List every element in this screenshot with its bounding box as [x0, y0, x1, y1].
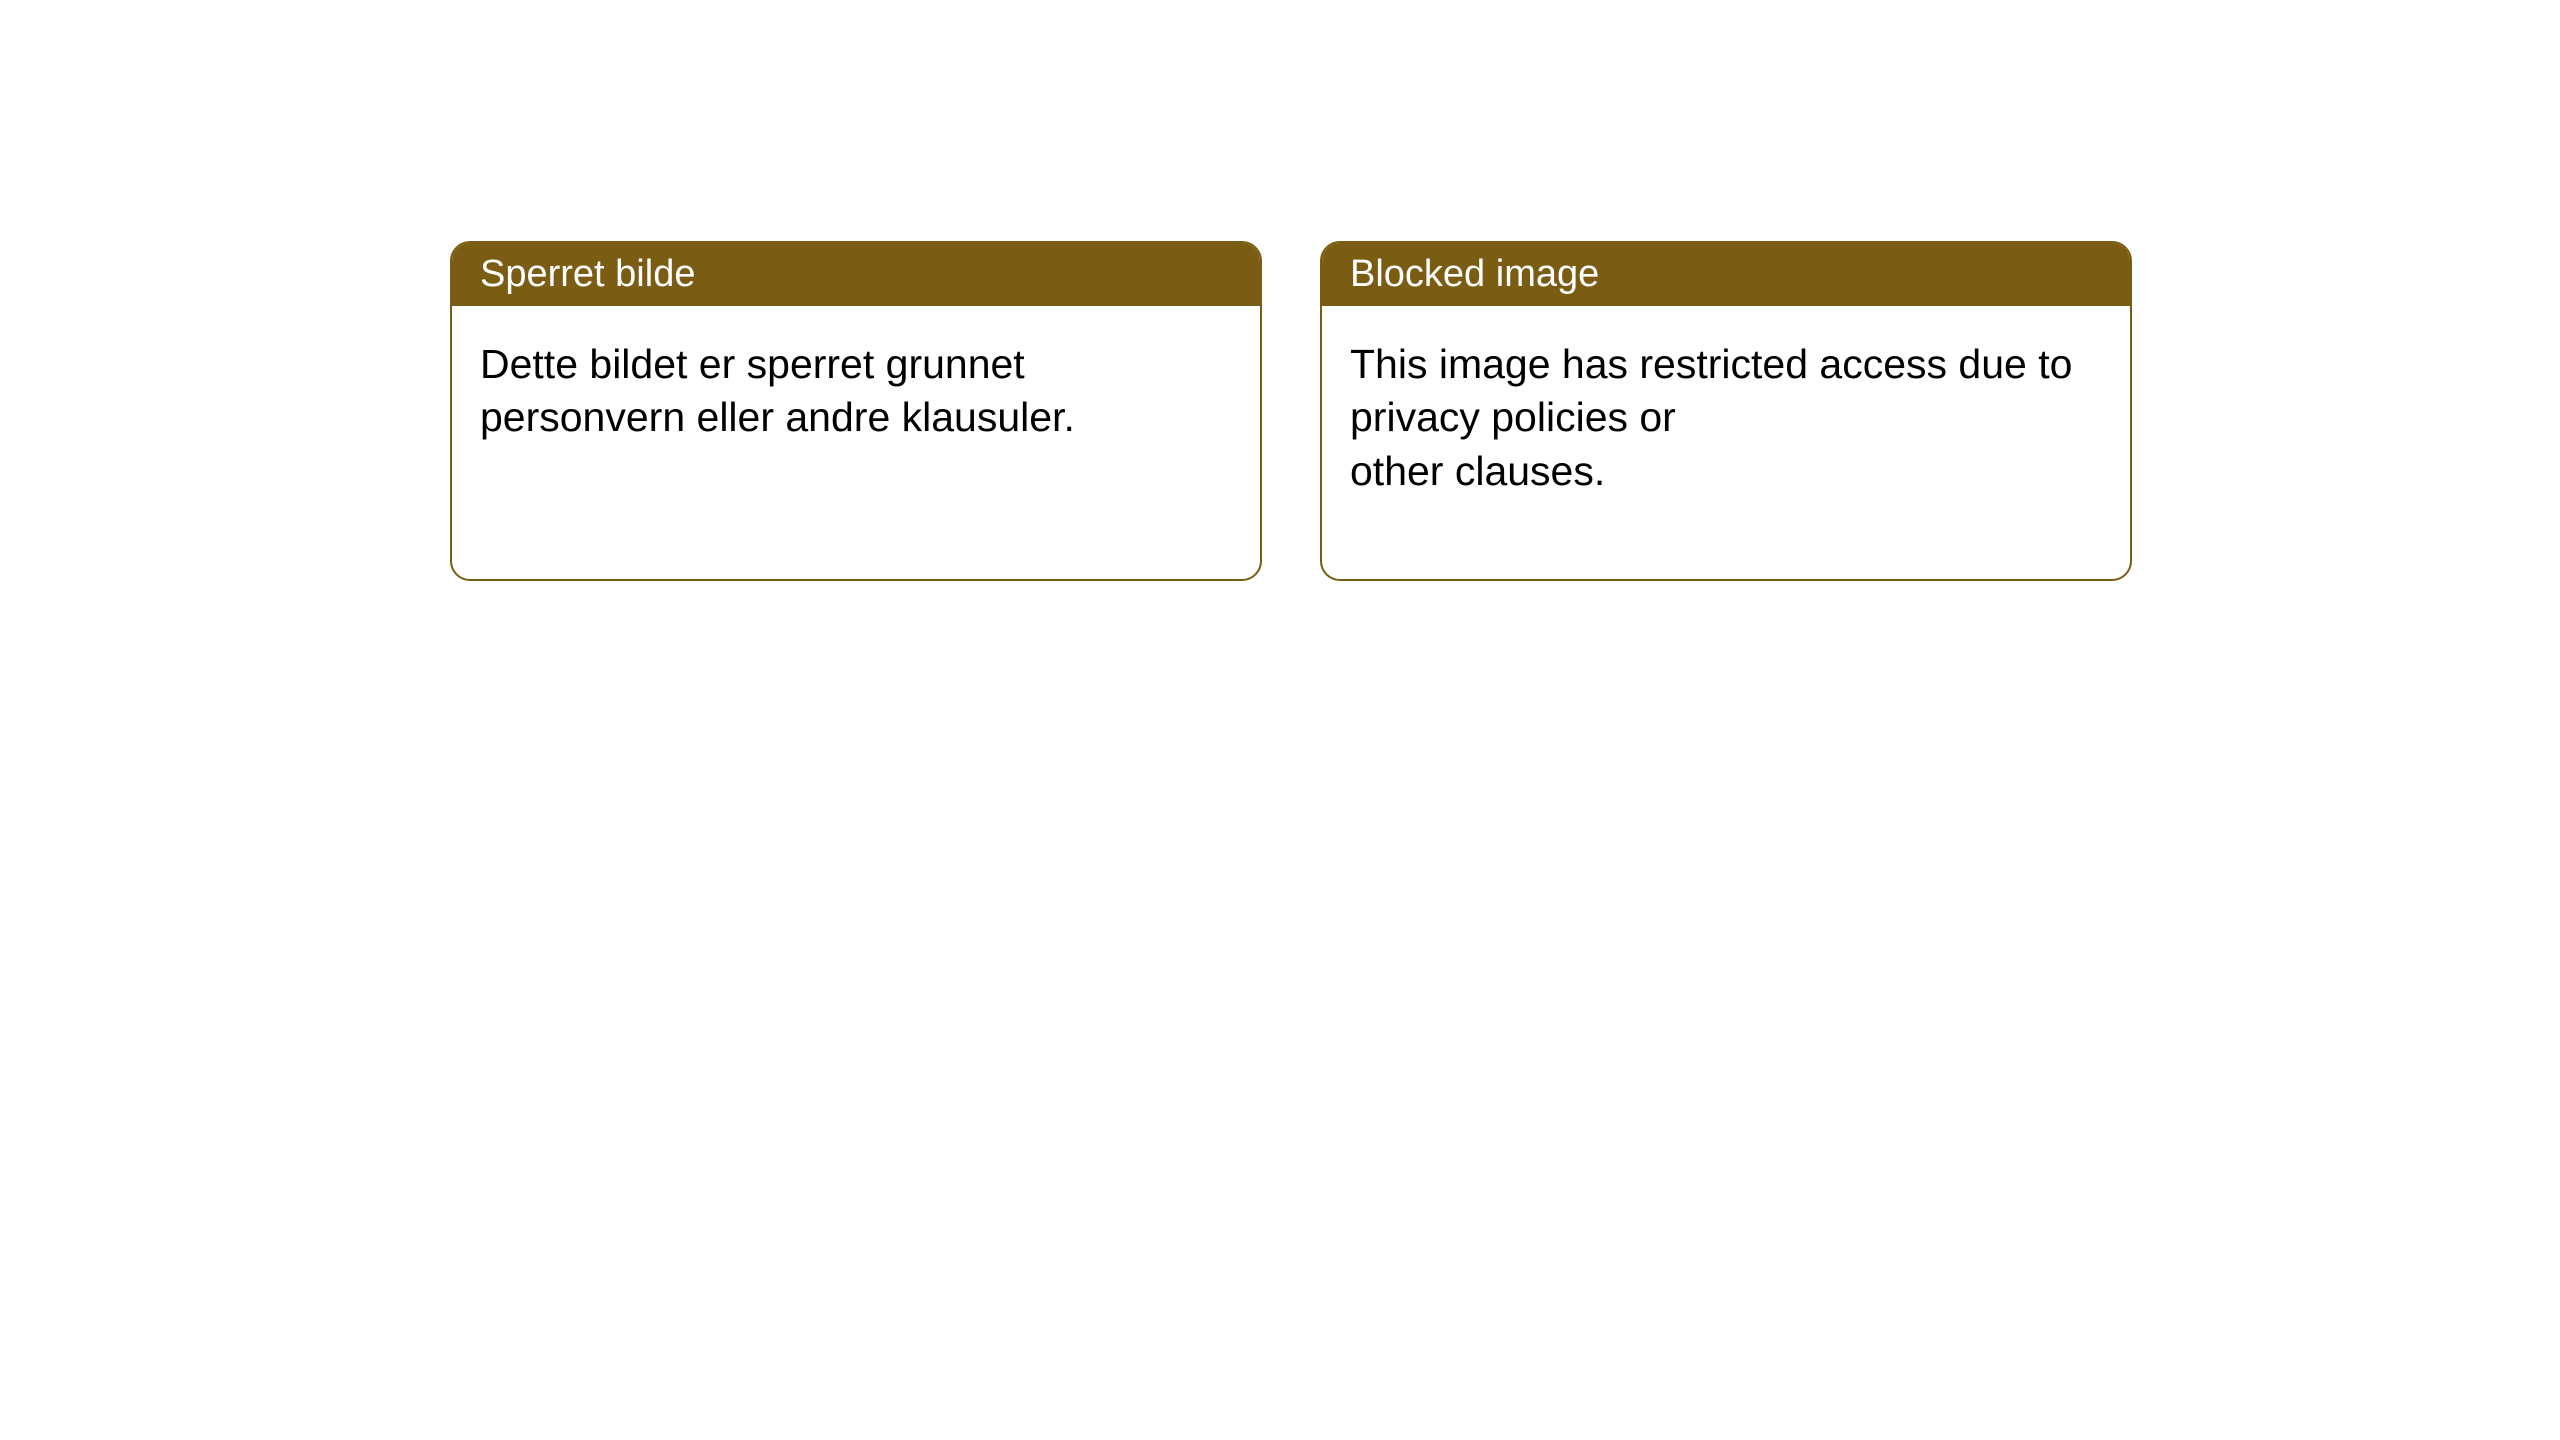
notice-container: Sperret bilde Dette bildet er sperret gr… — [0, 0, 2560, 581]
notice-card-english: Blocked image This image has restricted … — [1320, 241, 2132, 581]
notice-card-body: Dette bildet er sperret grunnet personve… — [452, 306, 1260, 477]
notice-card-title: Sperret bilde — [452, 243, 1260, 306]
notice-card-title: Blocked image — [1322, 243, 2130, 306]
notice-card-body: This image has restricted access due to … — [1322, 306, 2130, 530]
notice-card-norwegian: Sperret bilde Dette bildet er sperret gr… — [450, 241, 1262, 581]
